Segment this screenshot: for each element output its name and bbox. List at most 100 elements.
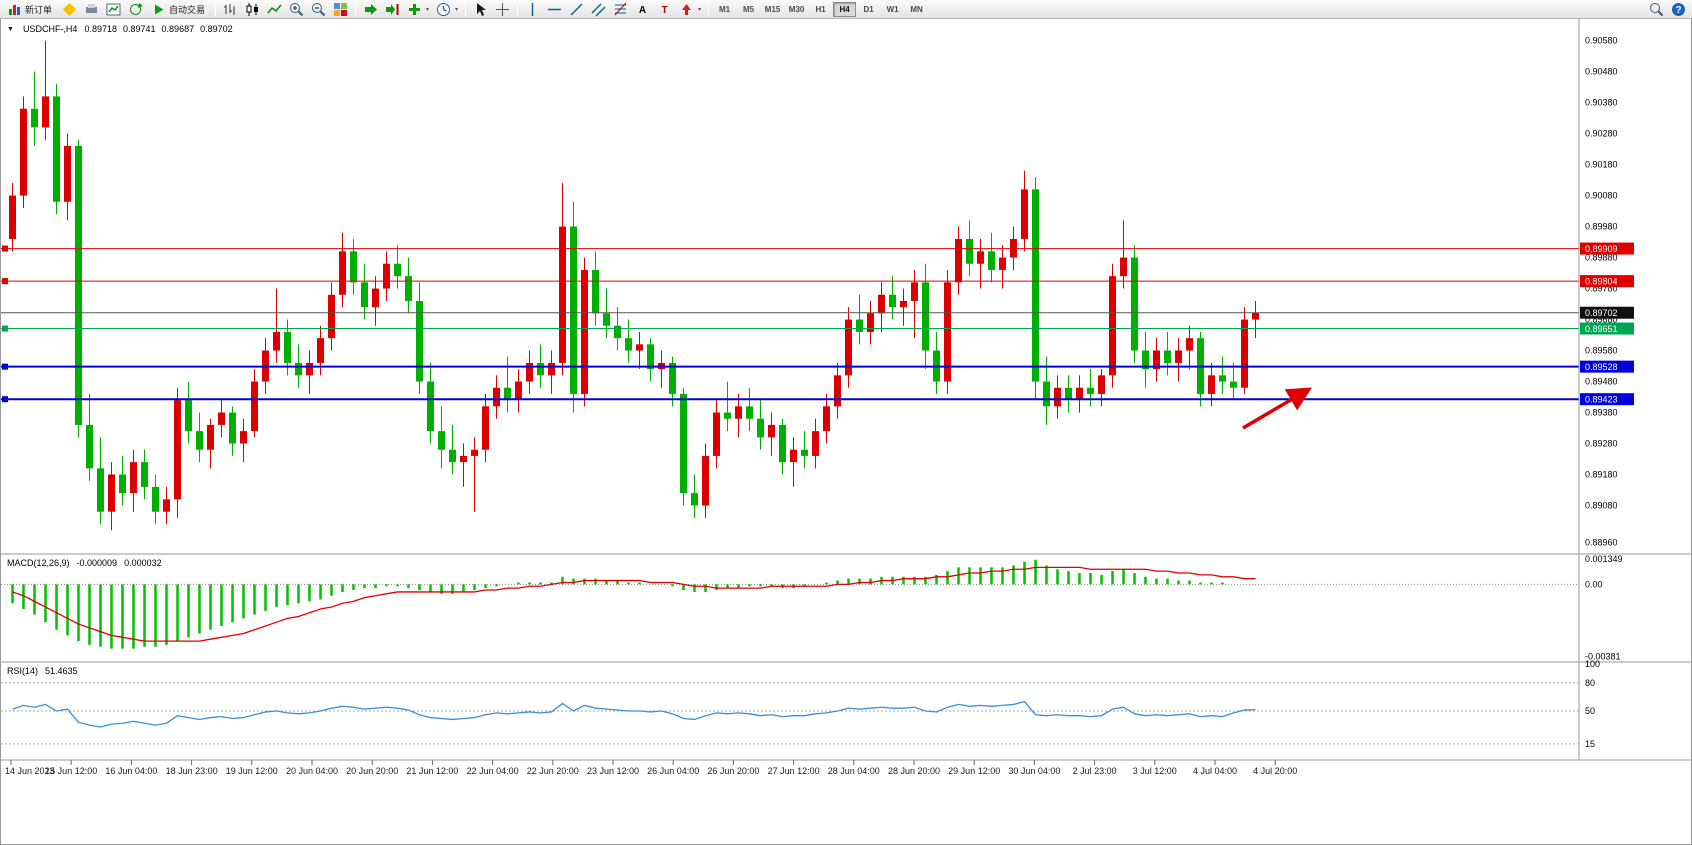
toolbar-period-clock-button[interactable]: ▾ xyxy=(433,1,461,18)
candle xyxy=(460,455,467,463)
candle xyxy=(196,431,203,450)
support-line-green-handle[interactable] xyxy=(2,325,8,332)
candle xyxy=(812,431,819,456)
toolbar-arrows-tool-button[interactable]: ▾ xyxy=(676,1,704,18)
toolbar-indicators-button[interactable]: ▾ xyxy=(404,1,432,18)
candle xyxy=(592,269,599,314)
candle xyxy=(42,96,49,128)
macd-scale[interactable]: 0.001349 0.00 -0.00381 xyxy=(1585,554,1623,662)
timeframe-mn-button[interactable]: MN xyxy=(905,2,928,17)
candle xyxy=(680,393,687,494)
candle xyxy=(669,362,676,394)
svg-text:28 Jun 04:00: 28 Jun 04:00 xyxy=(828,766,880,776)
candle xyxy=(1098,375,1105,394)
toolbar-help-button[interactable]: ? xyxy=(1668,1,1689,18)
candle xyxy=(1252,312,1259,320)
auto-scroll-icon xyxy=(365,3,378,15)
toolbar-auto-scroll-button[interactable] xyxy=(360,1,381,18)
macd-signal-value: 0.000032 xyxy=(124,558,162,568)
toolbar-zoom-out-button[interactable] xyxy=(308,1,329,18)
chart-canvas[interactable]: 0.90580 0.90480 0.90380 0.90280 0.90180 0.900… xyxy=(1,19,1691,843)
timeframe-d1-button[interactable]: D1 xyxy=(857,2,880,17)
toolbar-cursor-button[interactable] xyxy=(470,1,491,18)
toolbar-channel-button[interactable] xyxy=(588,1,609,18)
refresh-icon xyxy=(130,2,144,15)
toolbar-zoom-in-button[interactable] xyxy=(286,1,307,18)
support-line-blue-lower-handle[interactable] xyxy=(2,396,8,403)
new-order-button[interactable]: 新订单 xyxy=(3,1,58,18)
timeframe-w1-button[interactable]: W1 xyxy=(881,2,904,17)
candle xyxy=(1043,381,1050,407)
new-order-button-label: 新订单 xyxy=(25,4,53,15)
timeframe-h1-button[interactable]: H1 xyxy=(809,2,832,17)
toolbar-crosshair-button[interactable] xyxy=(492,1,513,18)
toolbar-bars-button[interactable] xyxy=(220,1,241,18)
timeframe-m15-button[interactable]: M15 xyxy=(761,2,784,17)
toolbar-refresh-button[interactable] xyxy=(125,1,146,18)
macd-name: MACD(12,26,9) xyxy=(7,558,70,568)
trend-arrow-annotation[interactable] xyxy=(1242,387,1313,430)
timeframe-m1-button[interactable]: M1 xyxy=(713,2,736,17)
arrows-tool-icon xyxy=(682,3,692,15)
timeframe-h4-button[interactable]: H4 xyxy=(833,1,857,17)
svg-text:0.88960: 0.88960 xyxy=(1585,538,1618,548)
toolbar-chart-window-button[interactable] xyxy=(103,1,124,18)
price-scale[interactable]: 0.90580 0.90480 0.90380 0.90280 0.90180 0.900… xyxy=(1580,36,1634,548)
candle xyxy=(834,375,841,407)
candle xyxy=(75,145,82,425)
svg-text:21 Jun 12:00: 21 Jun 12:00 xyxy=(406,766,458,776)
svg-text:0.89280: 0.89280 xyxy=(1585,439,1618,449)
toolbar-chart-shift-button[interactable] xyxy=(382,1,403,18)
resistance-line-upper-handle[interactable] xyxy=(2,245,8,252)
toolbar-hline-button[interactable] xyxy=(544,1,565,18)
candle xyxy=(955,238,962,283)
rsi-value: 51.4635 xyxy=(45,666,78,676)
autotrading-button-label: 自动交易 xyxy=(169,4,206,15)
candle xyxy=(1076,387,1083,401)
svg-text:-0.00381: -0.00381 xyxy=(1585,651,1621,661)
toolbar-separator xyxy=(517,2,519,16)
toolbar-text-button[interactable]: A xyxy=(632,1,653,18)
toolbar-print-button[interactable] xyxy=(81,1,102,18)
svg-text:0.89180: 0.89180 xyxy=(1585,470,1618,480)
candle xyxy=(911,282,918,301)
rsi-scale[interactable]: 100 80 50 15 xyxy=(1585,659,1600,749)
candle xyxy=(317,338,324,363)
toolbar-tile-windows-button[interactable] xyxy=(330,1,351,18)
svg-text:29 Jun 12:00: 29 Jun 12:00 xyxy=(948,766,1000,776)
toolbar-label-text-button[interactable]: T xyxy=(654,1,675,18)
toolbar-fibonacci-button[interactable] xyxy=(610,1,631,18)
toolbar-metaeditor-button[interactable] xyxy=(59,1,80,18)
candle xyxy=(790,449,797,463)
resistance-line-lower-handle[interactable] xyxy=(2,278,8,285)
ohlc-open: 0.89718 xyxy=(84,24,117,34)
candle xyxy=(416,300,423,382)
chart-window[interactable]: 0.90580 0.90480 0.90380 0.90280 0.90180 0.900… xyxy=(0,19,1692,845)
chart-menu-arrow-icon[interactable]: ▼ xyxy=(7,25,14,33)
svg-text:0.90380: 0.90380 xyxy=(1585,98,1618,108)
autotrading-button[interactable]: 自动交易 xyxy=(147,1,211,18)
candle xyxy=(1142,350,1149,370)
toolbar-trendline-button[interactable] xyxy=(566,1,587,18)
rsi-line xyxy=(12,700,1256,728)
new-order-icon xyxy=(9,4,20,15)
support-line-blue-upper-handle[interactable] xyxy=(2,363,8,370)
candle xyxy=(97,468,104,512)
candle xyxy=(625,338,632,351)
resistance-line-lower-price-flag xyxy=(1580,275,1634,288)
toolbar-linechart-button[interactable] xyxy=(264,1,285,18)
svg-text:?: ? xyxy=(1675,5,1681,16)
svg-text:A: A xyxy=(639,5,646,16)
candle xyxy=(438,431,445,450)
toolbar-search-button[interactable] xyxy=(1646,1,1667,18)
timeframe-m5-button[interactable]: M5 xyxy=(737,2,760,17)
candle xyxy=(273,331,280,351)
svg-text:0.90480: 0.90480 xyxy=(1585,67,1618,77)
support-line-blue-lower-price-flag xyxy=(1580,393,1634,406)
svg-text:0.89528: 0.89528 xyxy=(1585,362,1618,372)
timeframe-m30-button[interactable]: M30 xyxy=(785,2,808,17)
metaeditor-icon xyxy=(63,2,77,16)
toolbar-candles-button[interactable] xyxy=(242,1,263,18)
toolbar-vline-button[interactable] xyxy=(522,1,543,18)
